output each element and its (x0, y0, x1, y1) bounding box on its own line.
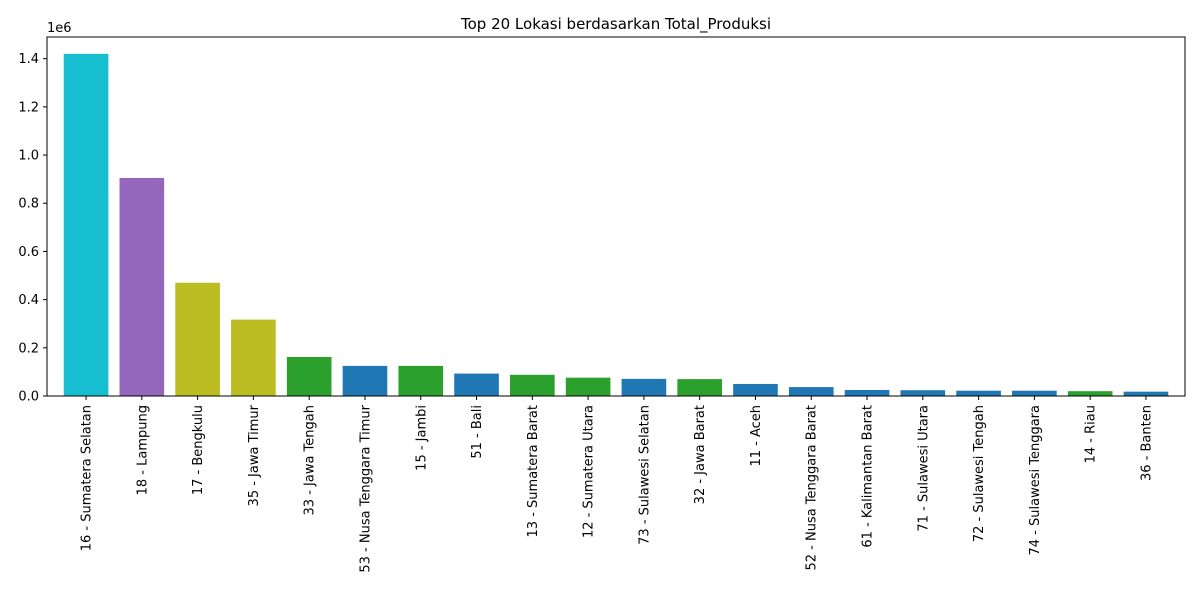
x-tick-label: 72 - Sulawesi Tengah (972, 405, 987, 542)
y-tick-label: 0.4 (18, 293, 39, 308)
x-tick-label: 17 - Bengkulu (191, 405, 206, 495)
x-tick-label: 35 - Jawa Timur (247, 404, 262, 506)
x-tick-label: 61 - Kalimantan Barat (861, 405, 876, 548)
bar-8 (454, 373, 499, 396)
bar-19 (1067, 391, 1113, 396)
bar-2 (119, 177, 165, 396)
y-tick-label: 1.0 (18, 149, 39, 164)
bar-14 (788, 387, 834, 396)
bar-3 (175, 282, 220, 396)
y-axis-offset-label: 1e6 (47, 21, 72, 36)
y-tick-label: 0.6 (18, 245, 39, 260)
bar-12 (677, 379, 722, 396)
x-tick-label: 36 - Banten (1139, 405, 1154, 481)
x-tick-label: 73 - Sulawesi Selatan (637, 405, 652, 545)
x-tick-label: 18 - Lampung (135, 405, 150, 495)
x-tick-label: 51 - Bali (470, 405, 485, 459)
bar-4 (231, 319, 276, 396)
bar-11 (621, 378, 667, 396)
bar-18 (1012, 390, 1057, 396)
x-tick-label: 53 - Nusa Tenggara Timur (358, 404, 373, 572)
bar-16 (900, 390, 946, 396)
y-tick-label: 1.2 (18, 100, 39, 115)
x-tick-label: 13 - Sumatera Barat (526, 405, 541, 537)
bar-6 (342, 365, 388, 396)
x-tick-label: 11 - Aceh (749, 405, 764, 467)
x-tick-label: 14 - Riau (1084, 405, 1099, 463)
x-tick-label: 15 - Jambi (414, 405, 429, 471)
bar-20 (1123, 391, 1169, 396)
bar-7 (398, 365, 444, 396)
x-tick-label: 16 - Sumatera Selatan (80, 405, 95, 551)
bar-9 (510, 374, 555, 396)
bars-group (63, 53, 1169, 397)
y-tick-label: 1.4 (18, 52, 39, 67)
x-axis: 16 - Sumatera Selatan 18 - Lampung 17 - Be… (80, 396, 1154, 573)
y-tick-label: 0.0 (18, 390, 39, 405)
x-tick-label: 33 - Jawa Tengah (303, 405, 318, 515)
bar-10 (565, 377, 611, 396)
y-axis: 0.0 0.2 0.4 0.6 0.8 1.0 1.2 1.4 (18, 52, 47, 405)
x-tick-label: 12 - Sumatera Utara (582, 405, 597, 538)
bar-17 (956, 390, 1001, 396)
y-tick-label: 0.8 (18, 197, 39, 212)
chart-title: Top 20 Lokasi berdasarkan Total_Produksi (460, 15, 771, 34)
x-tick-label: 71 - Sulawesi Utara (916, 405, 931, 532)
bar-5 (286, 356, 332, 396)
x-tick-label: 32 - Jawa Barat (693, 405, 708, 504)
y-tick-label: 0.2 (18, 341, 39, 356)
plot-frame (46, 36, 1186, 397)
bar-15 (844, 389, 890, 396)
x-tick-label: 74 - Sulawesi Tenggara (1028, 405, 1043, 555)
bar-1 (63, 53, 109, 397)
x-tick-label: 52 - Nusa Tenggara Barat (805, 405, 820, 571)
bar-13 (733, 383, 778, 396)
